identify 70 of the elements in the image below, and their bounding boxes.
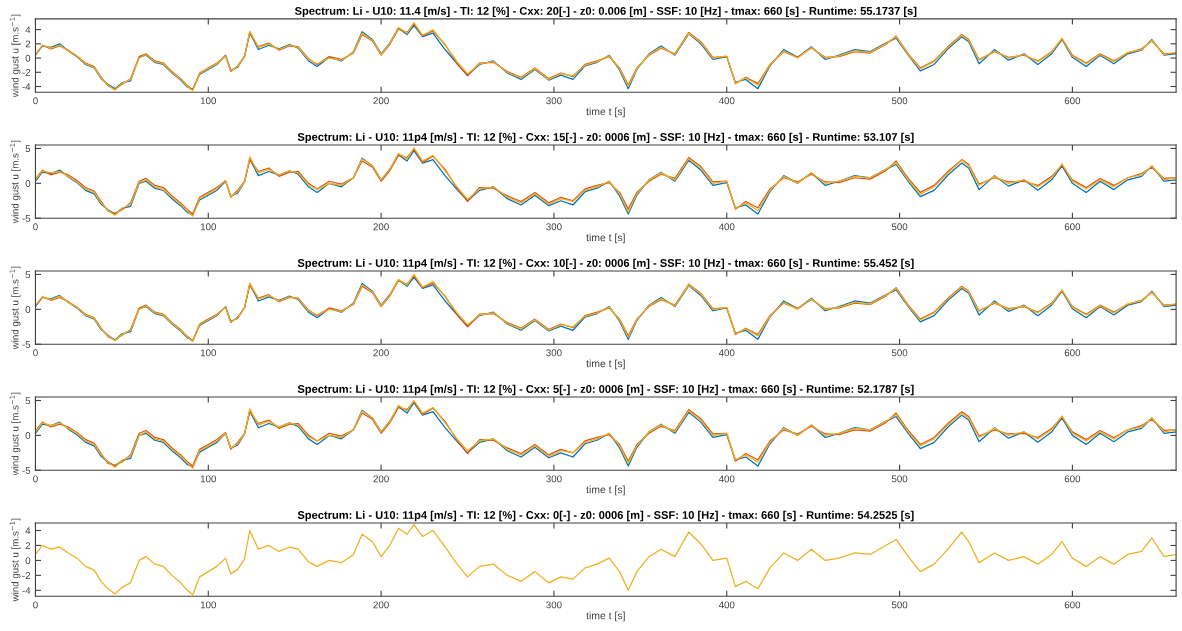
y-tick-label: -2 [22,69,31,76]
y-tick-label: -5 [22,215,31,222]
y-axis-title: wind gust u [m.s$^{−1}$] [9,14,21,98]
y-tick-label: 0 [25,557,31,565]
y-tick-label: 2 [25,40,31,48]
x-tick-label: 400 [718,475,735,483]
y-axis-title: wind gust u [m.s$^{−1}$] [9,518,21,602]
y-tick-label: 0 [25,180,31,187]
chart-title: Spectrum: Li - U10: 11p4 [m/s] - TI: 12 [%] - Cxx: 5[-] - z0: 0006 [m] - SSF: 10 [Hz] - tmax: 660 [s] - Runtime: 52.1787 [s] [297,384,914,396]
x-tick-label: 500 [891,223,908,231]
chart-title: Spectrum: Li - U10: 11.4 [m/s] - TI: 12 [%] - Cxx: 20[-] - z0: 0.006 [m] - SSF: 10 [Hz] - tmax: 660 [s] - Runtime: 55.1737 [s] [294,6,917,18]
x-tick-label: 500 [891,475,908,483]
x-tick-label: 500 [891,349,908,357]
y-tick-label: 5 [25,271,31,279]
x-tick-label: 300 [546,349,562,357]
y-tick-label: -5 [22,467,31,474]
x-tick-label: 100 [200,223,217,231]
y-axis-title: wind gust u [m.s$^{−1}$] [9,266,21,350]
x-tick-label: 100 [200,349,217,357]
x-tick-label: 400 [718,97,735,105]
x-tick-label: 600 [1064,97,1081,105]
x-axis-title: time t [s] [586,233,625,244]
y-tick-label: 0 [25,306,31,313]
x-tick-label: 100 [200,601,217,609]
x-tick-label: 600 [1064,223,1081,231]
x-tick-label: 300 [546,601,562,609]
y-tick-label: -4 [22,83,31,91]
x-tick-label: 600 [1064,601,1081,609]
x-tick-label: 100 [200,475,217,483]
x-tick-label: 200 [373,601,389,609]
x-tick-label: 0 [33,97,38,105]
x-tick-label: 200 [373,223,389,231]
y-tick-label: 5 [25,145,31,153]
y-tick-label: 4 [25,527,31,535]
x-axis-title: time t [s] [586,359,625,370]
x-tick-label: 0 [33,223,38,231]
x-tick-label: 0 [33,601,38,609]
chart-title: Spectrum: Li - U10: 11p4 [m/s] - TI: 12 [%] - Cxx: 15[-] - z0: 0006 [m] - SSF: 10 [Hz] - tmax: 660 [s] - Runtime: 53.107 [s] [297,132,914,144]
y-axis-title: wind gust u [m.s$^{−1}$] [9,392,21,476]
y-tick-label: 5 [25,397,31,405]
y-tick-label: 4 [25,26,31,34]
x-tick-label: 300 [546,475,562,483]
x-tick-label: 0 [33,349,38,357]
x-tick-label: 0 [33,475,38,483]
x-tick-label: 300 [546,97,562,105]
x-tick-label: 400 [718,601,735,609]
y-tick-label: -4 [22,587,31,594]
x-tick-label: 200 [373,475,389,483]
chart-title: Spectrum: Li - U10: 11p4 [m/s] - TI: 12 [%] - Cxx: 0[-] - z0: 0006 [m] - SSF: 10 [Hz] - tmax: 660 [s] - Runtime: 54.2525 [s] [297,510,914,522]
y-axis-title: wind gust u [m.s$^{−1}$] [9,140,21,224]
chart-title: Spectrum: Li - U10: 11p4 [m/s] - TI: 12 [%] - Cxx: 10[-] - z0: 0006 [m] - SSF: 10 [Hz] - tmax: 660 [s] - Runtime: 55.452 [s] [297,258,914,270]
x-tick-label: 200 [373,349,389,357]
y-tick-label: -5 [22,341,31,348]
x-tick-label: 200 [373,97,389,105]
x-tick-label: 500 [891,97,908,105]
line-series [35,523,1177,596]
x-tick-label: 500 [891,601,908,609]
y-tick-label: 0 [25,54,31,62]
y-tick-label: 2 [25,542,31,549]
x-tick-label: 400 [718,349,735,357]
x-tick-label: 300 [546,223,562,231]
x-tick-label: 100 [200,97,217,105]
x-axis-title: time t [s] [586,611,625,622]
x-tick-label: 400 [718,223,735,231]
y-tick-label: 0 [25,432,31,439]
x-tick-label: 600 [1064,475,1081,483]
y-tick-label: -2 [22,572,31,579]
x-axis-title: time t [s] [586,485,625,496]
x-tick-label: 600 [1064,349,1081,357]
x-axis-title: time t [s] [586,107,625,118]
